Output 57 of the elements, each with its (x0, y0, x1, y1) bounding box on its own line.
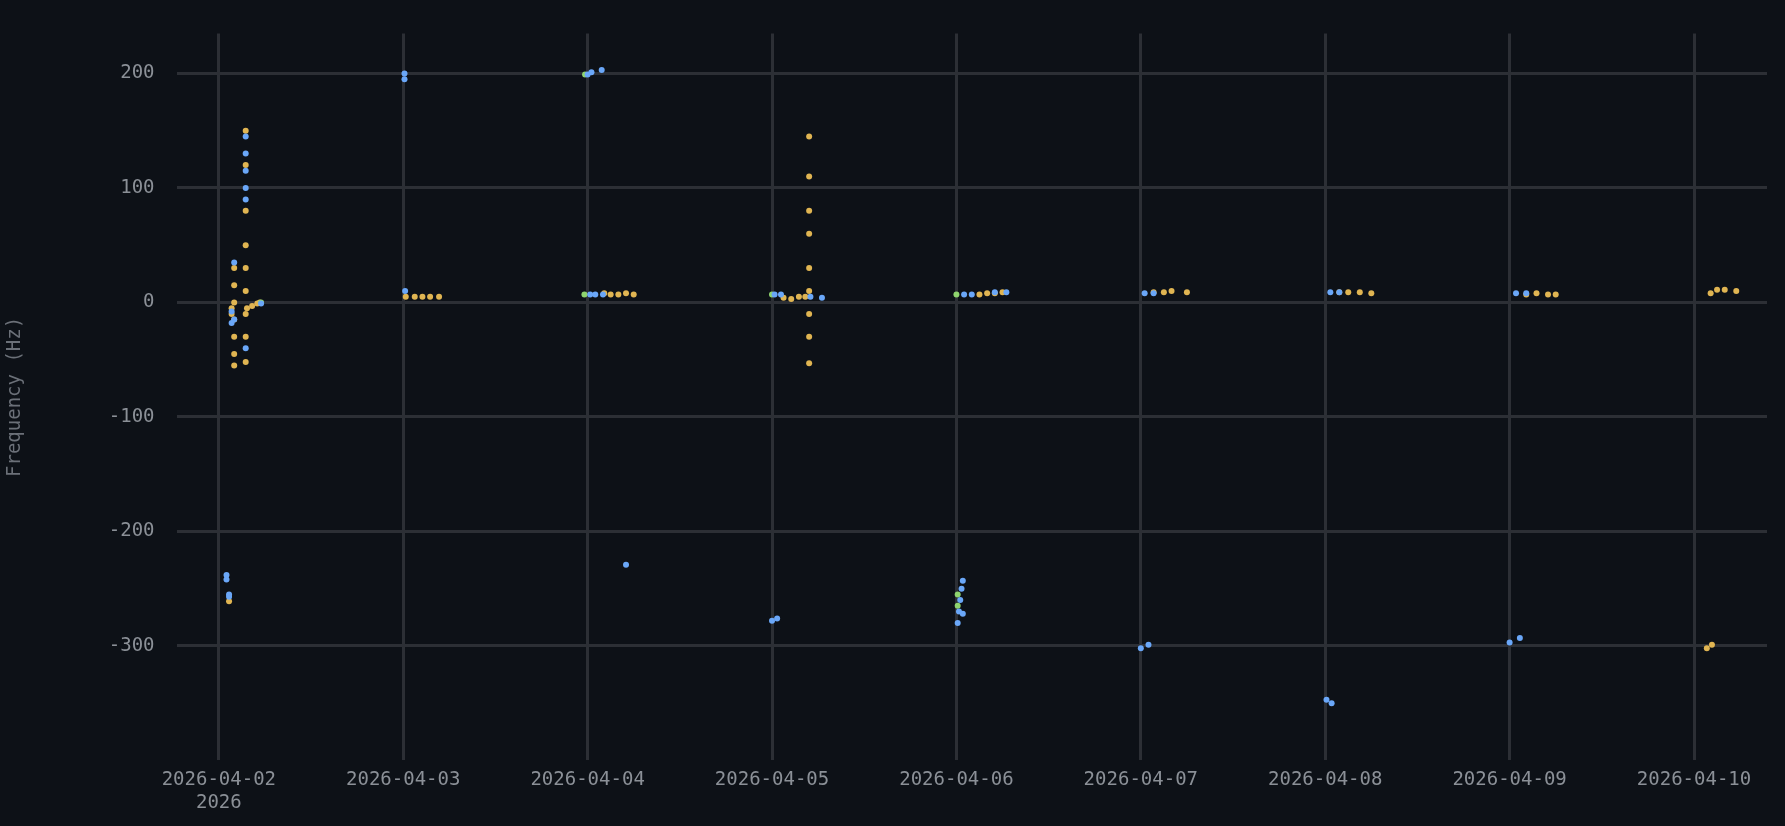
y-tick-label: -200 (108, 518, 155, 541)
point (598, 67, 605, 74)
point (968, 291, 975, 298)
point (1516, 634, 1523, 641)
x-tick-label: 2026-04-04 (530, 766, 645, 789)
x-tick-label: 2026-04-05 (714, 766, 830, 789)
x-tick-label: 2026-04-03 (346, 766, 461, 789)
x-tick-label: 2026-04-02 2026 (161, 766, 277, 812)
point (242, 150, 249, 157)
point (961, 291, 968, 298)
point (959, 577, 966, 584)
point (581, 291, 588, 298)
point (1137, 645, 1144, 652)
point (954, 620, 961, 627)
point (401, 70, 408, 77)
point (1145, 641, 1152, 648)
point (818, 294, 825, 301)
point (242, 345, 249, 352)
point (1327, 289, 1334, 296)
point (623, 561, 630, 568)
point (1506, 639, 1513, 646)
point (592, 291, 599, 298)
point (1323, 696, 1330, 703)
y-axis-title: Frequency (Hz) (2, 316, 25, 477)
point (1328, 700, 1335, 707)
y-tick-label: 0 (143, 289, 155, 312)
point (769, 617, 776, 624)
x-tick-label: 2026-04-07 (1083, 766, 1199, 789)
y-tick-label: 100 (120, 174, 155, 197)
point (957, 597, 964, 604)
x-tick-label: 2026-04-09 (1452, 766, 1567, 789)
y-tick-label: 200 (120, 60, 155, 83)
point (1003, 289, 1010, 296)
point (588, 69, 595, 76)
point (401, 76, 408, 83)
point (1141, 290, 1148, 297)
point (242, 184, 249, 191)
point (242, 196, 249, 203)
point (774, 615, 781, 622)
y-tick-label: -300 (108, 632, 155, 655)
point (1513, 290, 1520, 297)
point (953, 291, 960, 298)
point (958, 585, 965, 592)
point (402, 288, 409, 294)
point (954, 591, 961, 598)
point (231, 259, 238, 266)
point (954, 602, 961, 609)
point (807, 293, 814, 300)
point (223, 576, 230, 583)
y-tick-label: -100 (108, 403, 155, 426)
point (959, 610, 966, 617)
x-tick-label: 2026-04-10 (1636, 766, 1752, 789)
point (242, 133, 249, 140)
point (242, 167, 249, 174)
point (587, 291, 594, 298)
x-tick-label: 2026-04-08 (1268, 766, 1383, 789)
x-tick-label: 2026-04-06 (899, 766, 1014, 789)
